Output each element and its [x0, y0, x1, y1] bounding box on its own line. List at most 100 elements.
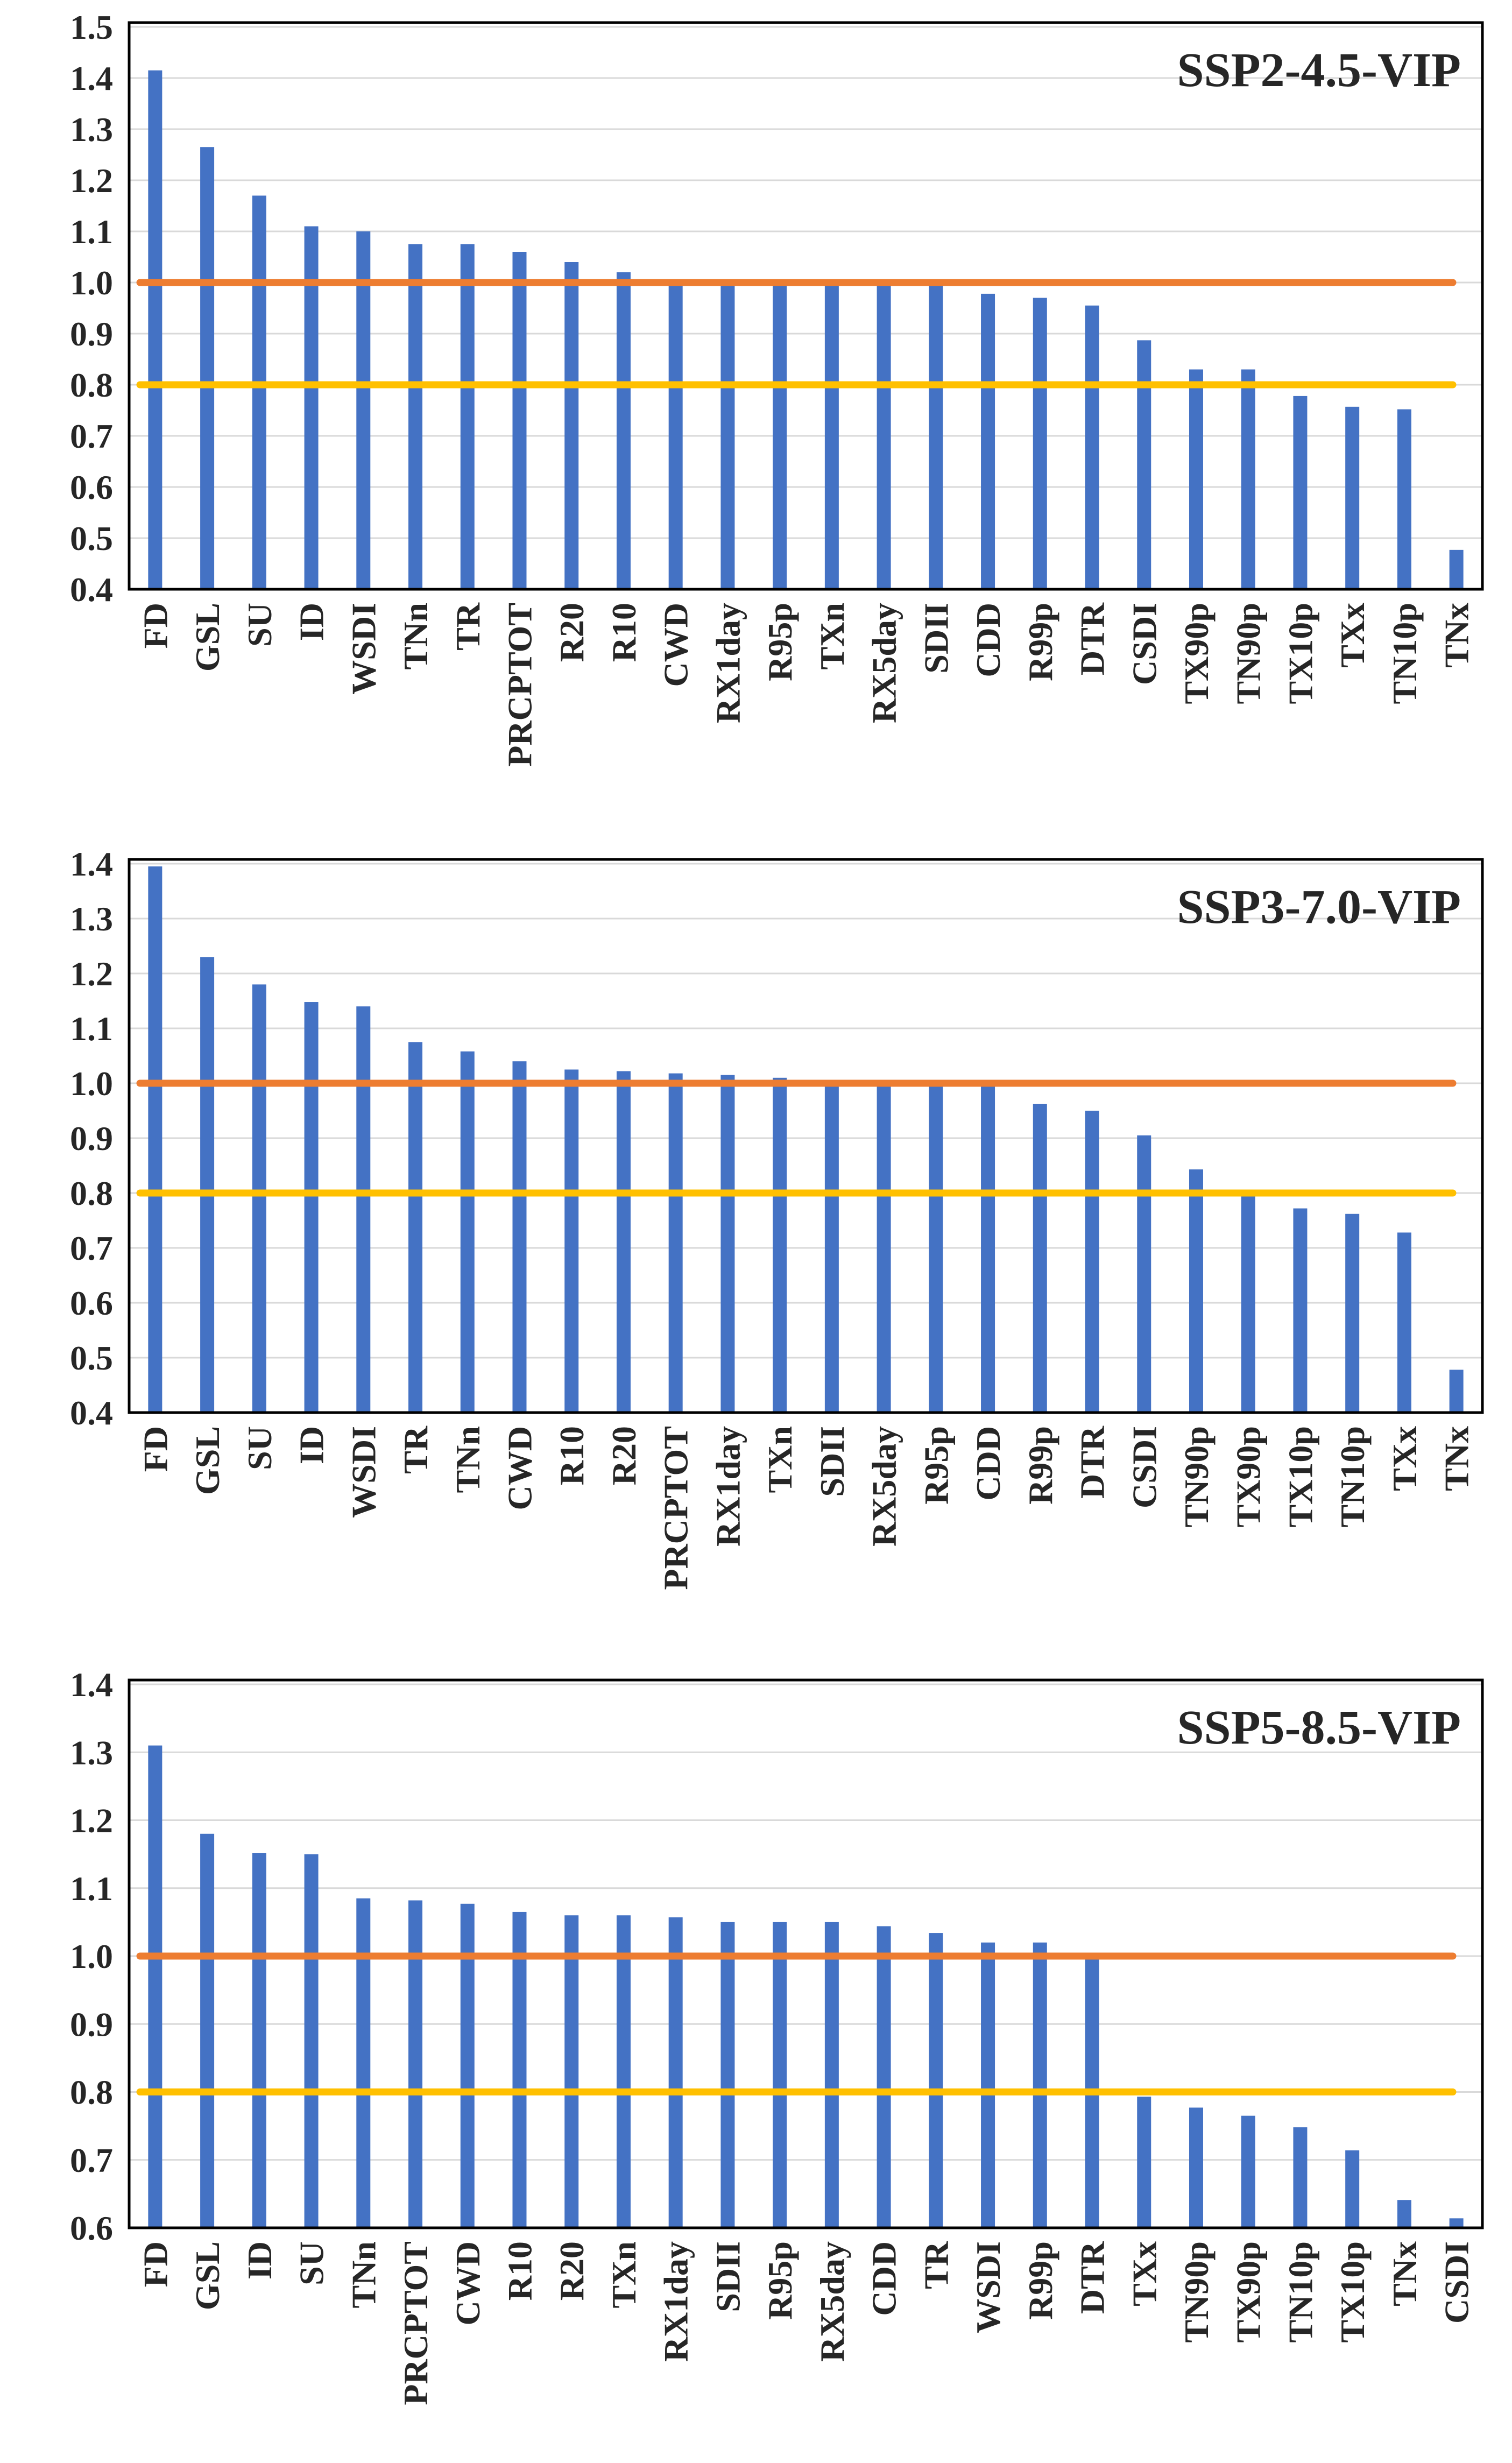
bar-r95p — [773, 283, 787, 589]
bar-cdd — [981, 1083, 995, 1413]
bar-tn10p — [1345, 1213, 1360, 1413]
y-tick-label: 1.3 — [70, 110, 113, 149]
x-category-label: R10 — [500, 2241, 539, 2300]
bar-rx5day — [877, 1083, 891, 1413]
bar-tn90p — [1241, 369, 1255, 589]
x-category-label: PRCPTOT — [500, 603, 539, 767]
bar-dtr — [1085, 305, 1099, 589]
y-tick-label: 0.9 — [70, 1119, 113, 1158]
bar-tn90p — [1189, 1169, 1203, 1413]
x-category-label: R95p — [761, 2241, 799, 2320]
x-category-label: FD — [136, 2241, 174, 2287]
chart-title: SSP5-8.5-VIP — [1177, 1701, 1461, 1754]
y-tick-label: 1.4 — [70, 845, 113, 883]
bar-rx1day — [720, 1075, 735, 1413]
x-category-label: FD — [136, 1426, 174, 1472]
bar-sdii — [824, 1083, 839, 1413]
y-tick-label: 1.4 — [70, 1665, 113, 1704]
bar-tn90p — [1189, 2107, 1203, 2228]
plot-frame — [128, 1678, 1484, 2229]
bar-csdi — [1137, 340, 1151, 589]
bar-txn — [616, 1915, 631, 2228]
bar-id — [252, 1853, 266, 2228]
x-category-label: CDD — [865, 2241, 903, 2316]
bar-tn10p — [1397, 409, 1411, 589]
x-category-label: TR — [917, 2241, 955, 2289]
x-category-label: CSDI — [1438, 2241, 1476, 2324]
bar-dtr — [1085, 1111, 1099, 1413]
bar-txx — [1345, 406, 1360, 589]
x-category-label: WSDI — [344, 603, 383, 695]
y-tick-label: 1.5 — [70, 8, 113, 46]
x-category-label: RX5day — [865, 603, 903, 723]
bar-gsl — [200, 957, 215, 1413]
x-category-label: TN90p — [1177, 1426, 1216, 1528]
y-tick-label: 0.8 — [70, 366, 113, 404]
chart-title: SSP3-7.0-VIP — [1177, 880, 1461, 934]
x-category-label: SU — [293, 2241, 331, 2285]
bar-r10 — [564, 1069, 579, 1413]
x-category-label: ID — [293, 1426, 331, 1464]
bar-rx1day — [668, 1917, 683, 2228]
y-tick-label: 0.6 — [70, 1284, 113, 1322]
x-category-label: R10 — [553, 1426, 591, 1485]
x-category-label: TX90p — [1230, 2241, 1268, 2343]
y-tick-label: 0.7 — [70, 1229, 113, 1267]
bar-txn — [773, 1077, 787, 1413]
bar-r10 — [512, 1911, 527, 2228]
x-category-label: SDII — [917, 603, 955, 674]
x-category-label: TXx — [1125, 2241, 1163, 2306]
bar-sdii — [720, 1922, 735, 2228]
bar-csdi — [1137, 1135, 1151, 1413]
bar-gsl — [200, 147, 215, 589]
bar-r99p — [1033, 1104, 1047, 1413]
x-category-label: TX10p — [1281, 1426, 1319, 1528]
x-category-label: GSL — [188, 1426, 227, 1495]
x-category-label: ID — [293, 603, 331, 641]
y-tick-label: 1.3 — [70, 1733, 113, 1772]
x-category-label: WSDI — [344, 1426, 383, 1518]
bar-tx90p — [1241, 2115, 1255, 2228]
y-tick-label: 0.9 — [70, 315, 113, 353]
x-category-label: R95p — [761, 603, 799, 681]
bar-tnn — [460, 1051, 475, 1413]
x-category-label: TX10p — [1281, 603, 1319, 704]
x-category-label: R20 — [553, 2241, 591, 2300]
bar-r20 — [616, 1071, 631, 1413]
bar-tnx — [1449, 549, 1464, 589]
x-category-label: FD — [136, 603, 174, 648]
bar-tnx — [1397, 2200, 1411, 2228]
x-category-label: TN10p — [1333, 1426, 1372, 1528]
x-category-label: TN10p — [1386, 603, 1424, 704]
x-category-label: CDD — [969, 603, 1007, 677]
x-category-label: PRCPTOT — [397, 2241, 435, 2405]
bar-tnn — [356, 1898, 371, 2228]
x-category-label: DTR — [1073, 1425, 1112, 1499]
plot-frame — [128, 21, 1484, 591]
y-tick-label: 1.1 — [70, 213, 113, 251]
x-category-label: TX90p — [1230, 1426, 1268, 1528]
x-category-label: TXn — [605, 2241, 643, 2309]
y-tick-label: 0.5 — [70, 519, 113, 557]
x-category-label: GSL — [188, 603, 227, 672]
x-category-label: SU — [241, 1426, 279, 1470]
bar-tr — [408, 1042, 423, 1413]
y-tick-label: 1.0 — [70, 264, 113, 302]
x-category-label: TX90p — [1177, 603, 1216, 704]
x-category-label: SU — [241, 603, 279, 647]
bar-tnn — [408, 244, 423, 589]
bar-cdd — [877, 1926, 891, 2228]
bar-su — [304, 1854, 319, 2228]
bar-wsdi — [356, 1006, 371, 1413]
x-category-label: TX10p — [1333, 2241, 1372, 2343]
x-category-label: PRCPTOT — [657, 1426, 695, 1590]
x-category-label: TN10p — [1281, 2241, 1319, 2343]
x-category-label: TN90p — [1177, 2241, 1216, 2343]
bar-id — [304, 226, 319, 589]
x-category-label: RX5day — [865, 1426, 903, 1547]
bar-id — [304, 1002, 319, 1413]
bar-wsdi — [981, 1942, 995, 2228]
x-category-label: R20 — [553, 603, 591, 662]
x-category-label: GSL — [188, 2241, 227, 2310]
bar-su — [252, 195, 266, 589]
